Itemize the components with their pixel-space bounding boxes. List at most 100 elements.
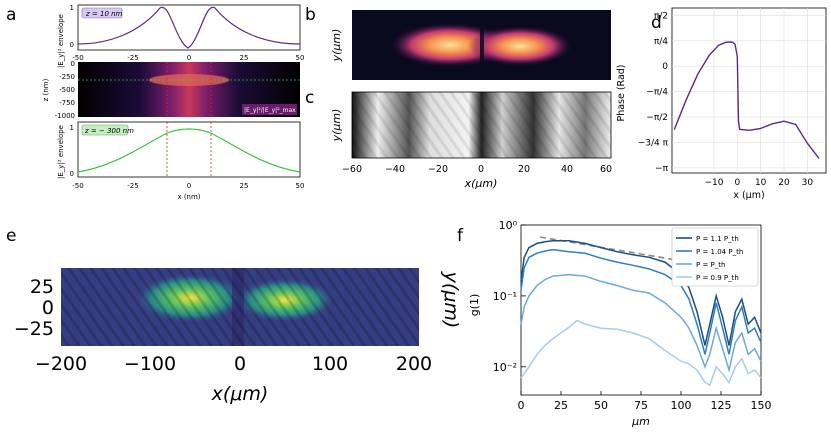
panel-label-f: f <box>457 226 464 246</box>
panel-a-bottom-xtick-2: 0 <box>187 182 191 190</box>
panel-d-ytick: π/2 <box>654 11 668 21</box>
panel-c-xtick-3: 0 <box>478 164 484 175</box>
panel-f-xtick: 125 <box>711 399 732 412</box>
panel-a-top: z = 10 nm |E_y|² envelope 1 0 -50 -25 0 … <box>57 4 304 68</box>
panel-a-middle-ytick-0: 0 <box>71 60 75 68</box>
panel-c: y(μm) −60 −40 −20 0 20 40 60 x(μm) <box>330 91 612 190</box>
panel-a-middle-ytick-4: -1000 <box>55 112 75 120</box>
panel-d-ytick: −3/4 π <box>638 138 669 148</box>
panel-f-xtick: 50 <box>594 399 608 412</box>
panel-a-top-xtick-2: 0 <box>187 54 191 62</box>
panel-label-d: d <box>651 13 662 33</box>
panel-d-xlabel: x (μm) <box>733 190 764 201</box>
panel-a-bottom-xtick-1: -25 <box>127 182 138 190</box>
panel-c-xtick-1: −40 <box>385 164 405 175</box>
panel-c-xtick-5: 40 <box>561 164 573 175</box>
panel-d-ytick: π/4 <box>654 37 668 47</box>
panel-label-e: e <box>6 226 16 246</box>
panel-e-xtick-0: −200 <box>35 353 87 375</box>
panel-c-xtick-2: −20 <box>428 164 448 175</box>
panel-a-bottom-xtick-0: -50 <box>72 182 83 190</box>
panel-f-ytick: 10⁻² <box>493 361 517 374</box>
panel-a-top-xtick-4: 50 <box>296 54 305 62</box>
panel-e-xlabel: x(μm) <box>211 383 269 405</box>
panel-d-ytick: −π/4 <box>646 88 668 98</box>
panel-f: 10⁰ 10⁻¹ 10⁻² 0 25 50 75 100 125 150 P = 1.1 P_t… <box>468 219 772 428</box>
panel-a-colorbar-label: |E_y|²/|E_y|²_max <box>244 107 296 114</box>
panel-d-grid <box>672 8 826 173</box>
panel-c-ylabel: y(μm) <box>330 109 343 143</box>
panel-a-top-xtick-0: -50 <box>72 54 83 62</box>
panel-f-ytick: 10⁰ <box>499 219 518 232</box>
panel-a-bottom-xtick-3: 25 <box>240 182 249 190</box>
panel-e-xtick-2: 0 <box>234 353 246 375</box>
panel-f-ytick: 10⁻¹ <box>493 290 517 303</box>
panel-a-top-box-label: z = 10 nm <box>85 10 123 18</box>
panel-a-bottom-ytick-1: 1 <box>70 124 74 132</box>
legend-label-3: P = 0.9 P_th <box>696 274 739 282</box>
panel-e: 25 0 −25 −200 −100 0 100 200 x(μm) y(μm) <box>14 268 462 405</box>
panel-f-ylabel: g(1) <box>468 294 481 317</box>
panel-d-ytick: −π/2 <box>646 113 668 123</box>
panel-a-middle-ytick-1: -250 <box>59 73 75 81</box>
panel-a-top-ytick-0: 0 <box>70 41 74 49</box>
panel-d-xtick: 10 <box>755 178 767 188</box>
panel-e-ytick-2: −25 <box>14 318 54 340</box>
panel-b-ylabel: y(μm) <box>330 29 343 63</box>
panel-f-xtick: 25 <box>554 399 568 412</box>
panel-a-colorbar-box <box>242 104 297 115</box>
panel-e-ytick-1: 0 <box>42 297 54 319</box>
panel-a-top-xtick-1: -25 <box>127 54 138 62</box>
panel-a-top-box <box>81 7 123 19</box>
panel-a-bottom-box <box>81 124 129 136</box>
panel-f-legend: P = 1.1 P_th P = 1.04 P_th P = P_th P = … <box>671 227 759 287</box>
panel-d-xtick: 0 <box>734 178 740 188</box>
panel-a-top-xtick-3: 25 <box>240 54 249 62</box>
panel-e-ylabel: y(μm) <box>440 271 462 329</box>
panel-label-b: b <box>305 5 316 25</box>
panel-a-bottom-curve <box>77 128 301 173</box>
panel-a-top-curve <box>77 6 301 49</box>
panel-f-xlabel: μm <box>631 415 650 428</box>
panel-d-xtick: 30 <box>802 178 814 188</box>
panel-a-bottom-ytick-0: 0 <box>70 170 74 178</box>
panel-d-axes <box>671 7 827 174</box>
panel-a-middle-ytick-3: -750 <box>59 99 75 107</box>
panel-b-lobe-right <box>468 26 572 66</box>
panel-d-phase-line <box>673 41 820 159</box>
panel-f-xtick: 100 <box>671 399 692 412</box>
panel-a-top-ylabel: |E_y|² envelope <box>57 14 65 68</box>
panel-d-ytick: −π <box>655 164 669 174</box>
panel-a-bottom: z = − 300 nm |E_y|² envelope 1 0 -50 -25… <box>57 121 305 201</box>
panel-f-series-line-3 <box>520 319 762 387</box>
panel-a-middle-ylabel: z (nm) <box>42 78 50 101</box>
panel-d-xtick: 20 <box>778 178 790 188</box>
panel-a-bottom-box-label: z = − 300 nm <box>84 127 134 135</box>
panel-d-xticks: −10 0 10 20 30 <box>705 178 814 188</box>
legend-label-0: P = 1.1 P_th <box>696 235 739 243</box>
panel-b: y(μm) <box>330 10 611 80</box>
panel-a-bottom-xtick-4: 50 <box>296 182 305 190</box>
panel-a-bottom-ylabel: |E_y|² envelope <box>57 125 65 179</box>
panel-d-yticks: π/2 π/4 0 −π/4 −π/2 −3/4 π −π <box>638 11 669 173</box>
panel-f-series-line-2 <box>520 273 762 373</box>
panel-c-xtick-6: 60 <box>600 164 612 175</box>
panel-e-xtick-4: 200 <box>396 353 432 375</box>
panel-e-xtick-1: −100 <box>124 353 176 375</box>
panel-c-xtick-4: 20 <box>518 164 530 175</box>
panel-a-middle: |E_y|²/|E_y|²_max z (nm) 0 -250 -500 -75… <box>42 60 300 120</box>
legend-label-2: P = P_th <box>696 261 725 269</box>
panel-a-middle-ytick-2: -500 <box>59 86 75 94</box>
panel-label-c: c <box>305 88 314 108</box>
panel-e-ytick-0: 25 <box>30 276 54 298</box>
panel-d: π/2 π/4 0 −π/4 −π/2 −3/4 π −π −10 0 10 20 30 Phase… <box>616 7 827 201</box>
panel-c-xtick-0: −60 <box>342 164 362 175</box>
panel-f-xticks: 0 25 50 75 100 125 150 <box>518 391 772 412</box>
panel-c-xlabel: x(μm) <box>464 177 498 190</box>
panel-f-xtick: 75 <box>634 399 648 412</box>
panel-a-top-ytick-1: 1 <box>70 4 74 12</box>
panel-f-xtick: 150 <box>751 399 772 412</box>
panel-f-xtick: 0 <box>518 399 525 412</box>
panel-a-bottom-xlabel: x (nm) <box>177 193 200 201</box>
